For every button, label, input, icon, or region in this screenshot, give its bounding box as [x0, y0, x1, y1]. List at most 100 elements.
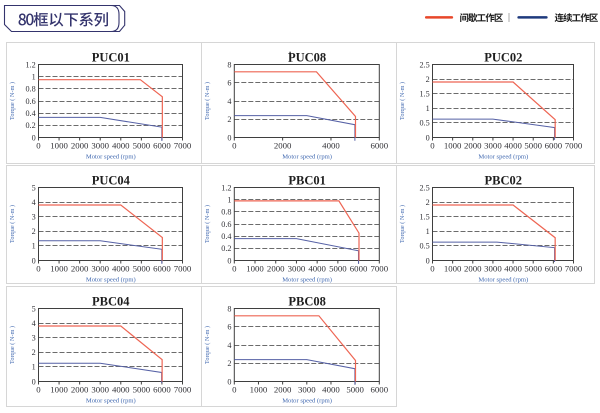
svg-text:1: 1	[426, 227, 430, 236]
svg-text:8: 8	[227, 304, 231, 313]
svg-text:Torque ( N-m ): Torque ( N-m )	[204, 205, 211, 243]
svg-text:2000: 2000	[267, 264, 285, 274]
svg-text:2000: 2000	[274, 141, 292, 151]
svg-text:5000: 5000	[133, 385, 151, 395]
svg-text:Motor speed (rpm): Motor speed (rpm)	[478, 154, 528, 161]
svg-text:PUC08: PUC08	[288, 51, 326, 65]
svg-text:4: 4	[32, 319, 36, 328]
svg-text:3000: 3000	[484, 141, 502, 151]
svg-text:4000: 4000	[308, 264, 326, 274]
svg-text:6000: 6000	[545, 141, 563, 151]
svg-text:1000: 1000	[246, 264, 264, 274]
svg-text:6: 6	[227, 323, 231, 332]
svg-text:4: 4	[32, 198, 36, 207]
svg-text:2: 2	[227, 115, 231, 124]
svg-text:4: 4	[227, 341, 231, 350]
svg-text:Motor speed (rpm): Motor speed (rpm)	[282, 154, 332, 161]
svg-text:Motor speed (rpm): Motor speed (rpm)	[86, 277, 136, 284]
svg-text:0: 0	[232, 385, 237, 395]
svg-text:1.2: 1.2	[221, 183, 231, 192]
svg-text:6: 6	[227, 79, 231, 88]
svg-text:0.4: 0.4	[221, 232, 231, 241]
svg-text:5000: 5000	[524, 264, 542, 274]
svg-text:6000: 6000	[545, 264, 563, 274]
svg-text:4: 4	[227, 97, 231, 106]
svg-text:1000: 1000	[50, 264, 68, 274]
svg-text:0.8: 0.8	[221, 208, 231, 217]
svg-text:0.4: 0.4	[25, 109, 35, 118]
svg-text:5: 5	[32, 304, 36, 313]
svg-text:0: 0	[426, 133, 430, 142]
svg-text:6000: 6000	[350, 264, 368, 274]
svg-text:Torque ( N-m ): Torque ( N-m )	[9, 82, 16, 120]
svg-text:4000: 4000	[322, 385, 340, 395]
svg-text:2000: 2000	[71, 264, 89, 274]
svg-text:3000: 3000	[91, 264, 109, 274]
svg-text:1000: 1000	[50, 141, 68, 151]
svg-text:6000: 6000	[371, 385, 389, 395]
svg-text:3000: 3000	[484, 264, 502, 274]
svg-text:7000: 7000	[565, 141, 583, 151]
svg-text:4000: 4000	[112, 264, 130, 274]
svg-text:Torque ( N-m ): Torque ( N-m )	[399, 205, 406, 243]
svg-text:0.6: 0.6	[221, 220, 231, 229]
svg-text:1.5: 1.5	[419, 90, 429, 99]
svg-text:0: 0	[32, 133, 36, 142]
svg-text:Torque ( N-m ): Torque ( N-m )	[399, 82, 406, 120]
svg-text:7000: 7000	[371, 264, 389, 274]
svg-text:Torque ( N-m ): Torque ( N-m )	[9, 205, 16, 243]
svg-text:PBC02: PBC02	[485, 174, 523, 188]
svg-text:4000: 4000	[322, 141, 340, 151]
svg-text:2: 2	[227, 359, 231, 368]
svg-text:1: 1	[32, 363, 36, 372]
svg-text:4000: 4000	[504, 141, 522, 151]
svg-text:2: 2	[32, 348, 36, 357]
svg-text:2000: 2000	[464, 141, 482, 151]
svg-text:1.5: 1.5	[419, 213, 429, 222]
svg-text:0: 0	[232, 264, 237, 274]
svg-text:2000: 2000	[464, 264, 482, 274]
svg-text:8: 8	[227, 60, 231, 69]
svg-text:PUC01: PUC01	[92, 51, 130, 65]
svg-text:6000: 6000	[153, 385, 171, 395]
svg-text:Motor speed (rpm): Motor speed (rpm)	[478, 277, 528, 284]
svg-text:5000: 5000	[524, 141, 542, 151]
svg-text:0: 0	[430, 264, 435, 274]
svg-text:1000: 1000	[250, 385, 268, 395]
svg-text:1: 1	[32, 242, 36, 251]
svg-text:0.8: 0.8	[25, 85, 35, 94]
svg-text:5000: 5000	[346, 385, 364, 395]
svg-text:1000: 1000	[50, 385, 68, 395]
svg-text:0: 0	[227, 256, 231, 265]
svg-text:0: 0	[232, 141, 237, 151]
svg-text:7000: 7000	[174, 141, 192, 151]
svg-text:Motor speed (rpm): Motor speed (rpm)	[282, 398, 332, 405]
svg-text:6000: 6000	[153, 141, 171, 151]
svg-text:2.5: 2.5	[419, 60, 429, 69]
svg-text:2: 2	[32, 227, 36, 236]
svg-text:Torque ( N-m ): Torque ( N-m )	[204, 82, 211, 120]
svg-text:0: 0	[430, 141, 435, 151]
svg-text:2000: 2000	[71, 141, 89, 151]
svg-text:1: 1	[32, 72, 36, 81]
svg-text:5000: 5000	[329, 264, 347, 274]
svg-text:0: 0	[36, 385, 41, 395]
svg-text:0: 0	[227, 133, 231, 142]
svg-text:7000: 7000	[174, 264, 192, 274]
svg-text:Motor speed (rpm): Motor speed (rpm)	[86, 154, 136, 161]
svg-text:0.5: 0.5	[419, 119, 429, 128]
svg-text:Torque ( N-m ): Torque ( N-m )	[204, 326, 211, 364]
svg-text:PUC02: PUC02	[484, 51, 522, 65]
svg-text:0: 0	[426, 256, 430, 265]
svg-text:4000: 4000	[504, 264, 522, 274]
svg-text:1000: 1000	[444, 141, 462, 151]
svg-text:0.6: 0.6	[25, 97, 35, 106]
svg-text:Motor speed (rpm): Motor speed (rpm)	[86, 398, 136, 405]
svg-text:4000: 4000	[112, 385, 130, 395]
svg-text:3000: 3000	[298, 385, 316, 395]
svg-text:2000: 2000	[274, 385, 292, 395]
svg-text:0: 0	[36, 264, 41, 274]
svg-text:2.5: 2.5	[419, 183, 429, 192]
svg-text:3000: 3000	[288, 264, 306, 274]
svg-text:3000: 3000	[91, 385, 109, 395]
